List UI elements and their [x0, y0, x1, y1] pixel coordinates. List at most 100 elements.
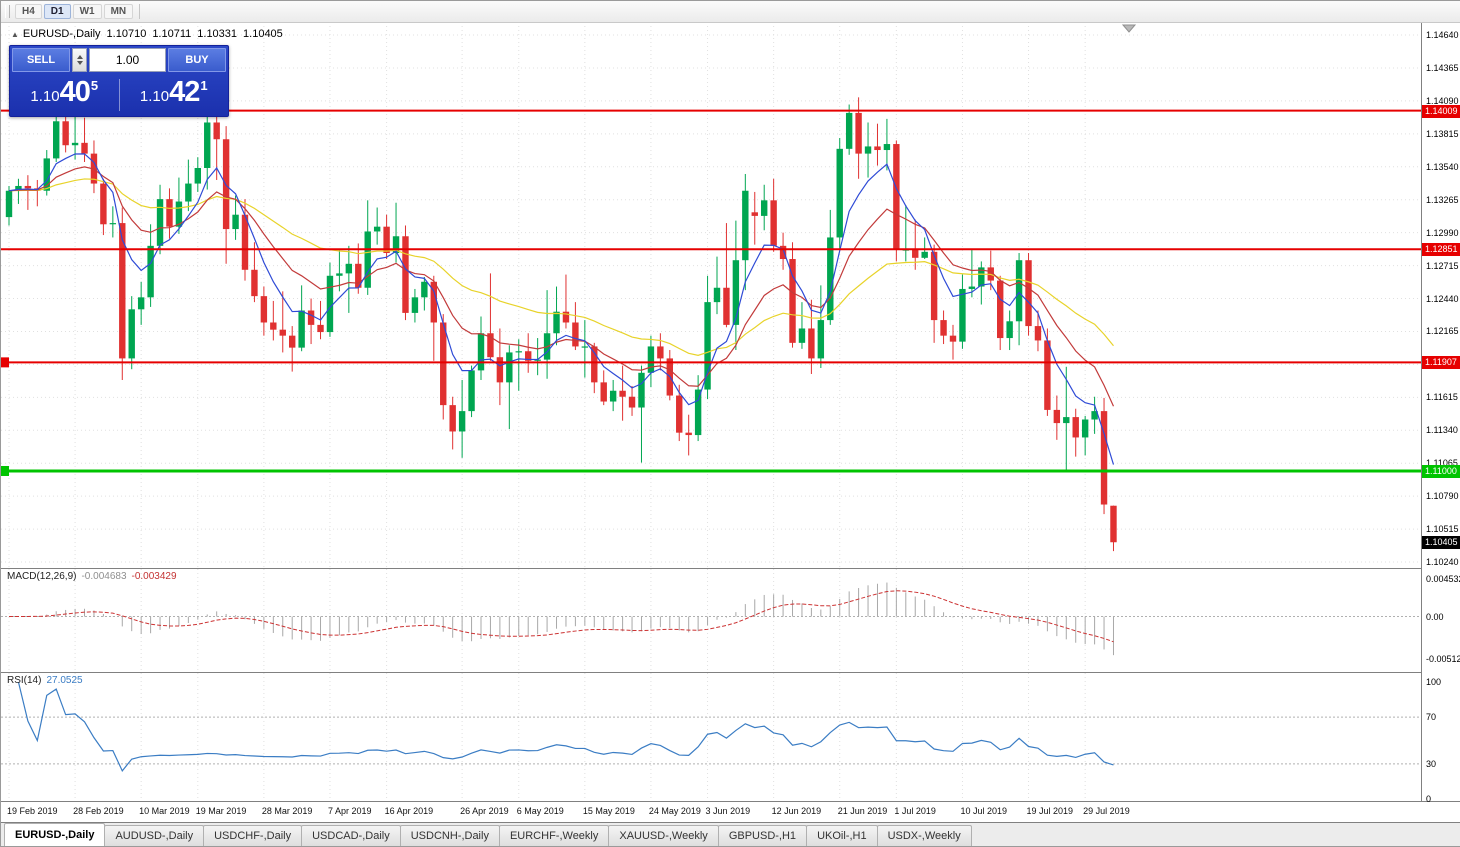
date-axis-label: 6 May 2019: [516, 806, 564, 816]
symbol-period-label: EURUSD-,Daily: [22, 28, 101, 40]
price-scale-tick: 1.12715: [1426, 260, 1459, 271]
rsi-scale-tick: 30: [1426, 758, 1437, 769]
panel-separator-rsi[interactable]: [1, 672, 1460, 673]
levels-layer: [1, 109, 1421, 476]
rsi-panel-canvas[interactable]: [1, 673, 1421, 801]
price-scale-tick: 1.12165: [1426, 326, 1459, 337]
macd-signal-line: [8, 590, 1114, 643]
high-value: 1.10711: [152, 28, 192, 40]
ask-pipette: 1: [200, 78, 208, 93]
macd-name: MACD(12,26,9): [7, 571, 77, 582]
date-axis-label: 16 Apr 2019: [384, 806, 434, 816]
price-level-label-1.11000: 1.11000: [1422, 464, 1460, 478]
date-axis-label: 28 Feb 2019: [73, 806, 124, 816]
chart-tab-gbpusd-h1[interactable]: GBPUSD-,H1: [717, 825, 808, 846]
ma-slow-line: [8, 178, 1114, 356]
tabbar-separator: [1, 822, 1460, 823]
toolbar-separator: [139, 4, 141, 19]
spinner-down-icon[interactable]: [76, 61, 83, 65]
ma-fast-line: [8, 153, 1115, 465]
date-axis-label: 19 Jul 2019: [1026, 806, 1074, 816]
price-level-label-1.14009: 1.14009: [1422, 104, 1460, 118]
price-scale-tick: 1.10240: [1426, 557, 1459, 567]
chart-tab-usdcad-daily[interactable]: USDCAD-,Daily: [301, 825, 401, 846]
macd-scale-tick: 0.00: [1426, 611, 1444, 622]
low-value: 1.10331: [197, 28, 238, 40]
timeframe-button-d1[interactable]: D1: [43, 4, 71, 19]
price-scale-tick: 1.10515: [1426, 524, 1459, 535]
chart-tab-usdx-weekly[interactable]: USDX-,Weekly: [876, 825, 972, 846]
date-axis-label: 29 Jul 2019: [1083, 806, 1130, 816]
chart-tab-ukoil-h1[interactable]: UKOil-,H1: [806, 825, 878, 846]
macd-label: MACD(12,26,9) -0.004683 -0.003429: [7, 571, 177, 582]
macd-signal-value: -0.003429: [131, 571, 177, 582]
price-scale[interactable]: 1.14640 1.14365 1.14090 1.13815 1.13540 1.132…: [1421, 22, 1460, 804]
price-scale-tick: 1.14365: [1426, 62, 1459, 73]
macd-scale-tick: 0.004532: [1426, 574, 1460, 584]
date-axis-label: 7 Apr 2019: [327, 806, 372, 816]
chart-tab-xauusd-weekly[interactable]: XAUUSD-,Weekly: [608, 825, 719, 846]
price-scale-tick: 1.13815: [1426, 128, 1459, 139]
bid-ask-display: 1.10 40 5 1.10 42 1: [10, 74, 228, 116]
trade-panel-controls: SELL 1.00 BUY: [10, 46, 228, 74]
price-scale-tick: 1.13265: [1426, 194, 1459, 205]
timeframe-button-w1[interactable]: W1: [72, 4, 102, 19]
price-scale-tick: 1.11065: [1426, 458, 1458, 469]
rsi-scale-tick: 100: [1426, 677, 1442, 687]
timeframe-button-h4[interactable]: H4: [15, 4, 42, 19]
date-axis-label: 19 Mar 2019: [195, 806, 247, 816]
buy-button[interactable]: BUY: [168, 48, 226, 72]
price-level-label-1.11907: 1.11907: [1422, 356, 1460, 370]
chart-tab-usdchf-daily[interactable]: USDCHF-,Daily: [203, 825, 303, 846]
bid-price: 1.10 40 5: [10, 78, 119, 112]
date-axis-label: 15 May 2019: [582, 806, 635, 816]
bid-pipette: 5: [90, 78, 99, 93]
chart-tab-eurchf-weekly[interactable]: EURCHF-,Weekly: [498, 825, 610, 846]
rsi-line: [17, 681, 1114, 772]
date-axis[interactable]: 19 Feb 2019 28 Feb 2019 10 Mar 2019 19 Mar …: [1, 802, 1421, 821]
date-axis-label: 28 Mar 2019: [261, 806, 313, 816]
price-scale-tick: 1.11340: [1426, 425, 1458, 436]
macd-main-value: -0.004683: [81, 571, 127, 582]
timeframe-button-mn[interactable]: MN: [103, 4, 134, 19]
chart-tabs-bar: EURUSD-,Daily AUDUSD-,Daily USDCHF-,Daily U…: [1, 823, 1460, 846]
price-chart-canvas[interactable]: [1, 22, 1421, 568]
timeframe-toolbar: H4 D1 W1 MN: [1, 1, 1460, 23]
chart-tab-audusd-daily[interactable]: AUDUSD-,Daily: [104, 825, 205, 846]
chart-tab-eurusd-daily[interactable]: EURUSD-,Daily: [4, 823, 106, 846]
rsi-scale-tick: 0: [1426, 794, 1432, 804]
macd-scale-tick: -0.005122: [1426, 654, 1460, 664]
ask-big-digits: 42: [169, 76, 200, 108]
sell-button[interactable]: SELL: [12, 48, 70, 72]
collapse-trade-panel-icon[interactable]: ▲: [11, 30, 19, 39]
chart-axis-line: [1, 801, 1460, 802]
date-axis-label: 19 Feb 2019: [7, 806, 58, 816]
open-value: 1.10710: [106, 28, 147, 40]
date-axis-label: 26 Apr 2019: [460, 806, 509, 816]
chart-tab-usdcnh-daily[interactable]: USDCNH-,Daily: [399, 825, 500, 846]
macd-histogram: [17, 582, 1114, 656]
bid-ask-divider: [118, 79, 120, 111]
bid-big-digits: 40: [59, 76, 91, 108]
ma-mid-line: [8, 166, 1115, 407]
price-level-label-1.12851: 1.12851: [1422, 243, 1460, 257]
timeframe-buttons: H4 D1 W1 MN: [15, 4, 134, 19]
date-axis-label: 10 Jul 2019: [960, 806, 1007, 816]
price-scale-tick: 1.11615: [1426, 392, 1458, 403]
price-scale-tick: 1.12440: [1426, 293, 1459, 304]
volume-input[interactable]: 1.00: [89, 48, 166, 72]
chart-shift-marker[interactable]: [1121, 24, 1137, 33]
date-axis-label: 12 Jun 2019: [771, 806, 822, 816]
rsi-value: 27.0525: [46, 675, 83, 686]
price-scale-tick: 1.12990: [1426, 227, 1459, 238]
price-scale-tick: 1.13540: [1426, 161, 1459, 172]
volume-spinner[interactable]: [72, 48, 87, 72]
toolbar-grip[interactable]: [5, 5, 10, 18]
price-scale-tick: 1.10790: [1426, 491, 1459, 502]
macd-panel-canvas[interactable]: [1, 569, 1421, 672]
spinner-up-icon[interactable]: [76, 55, 83, 59]
close-value: 1.10405: [243, 28, 283, 40]
panel-separator-macd[interactable]: [1, 568, 1460, 569]
rsi-scale-tick: 70: [1426, 712, 1437, 723]
